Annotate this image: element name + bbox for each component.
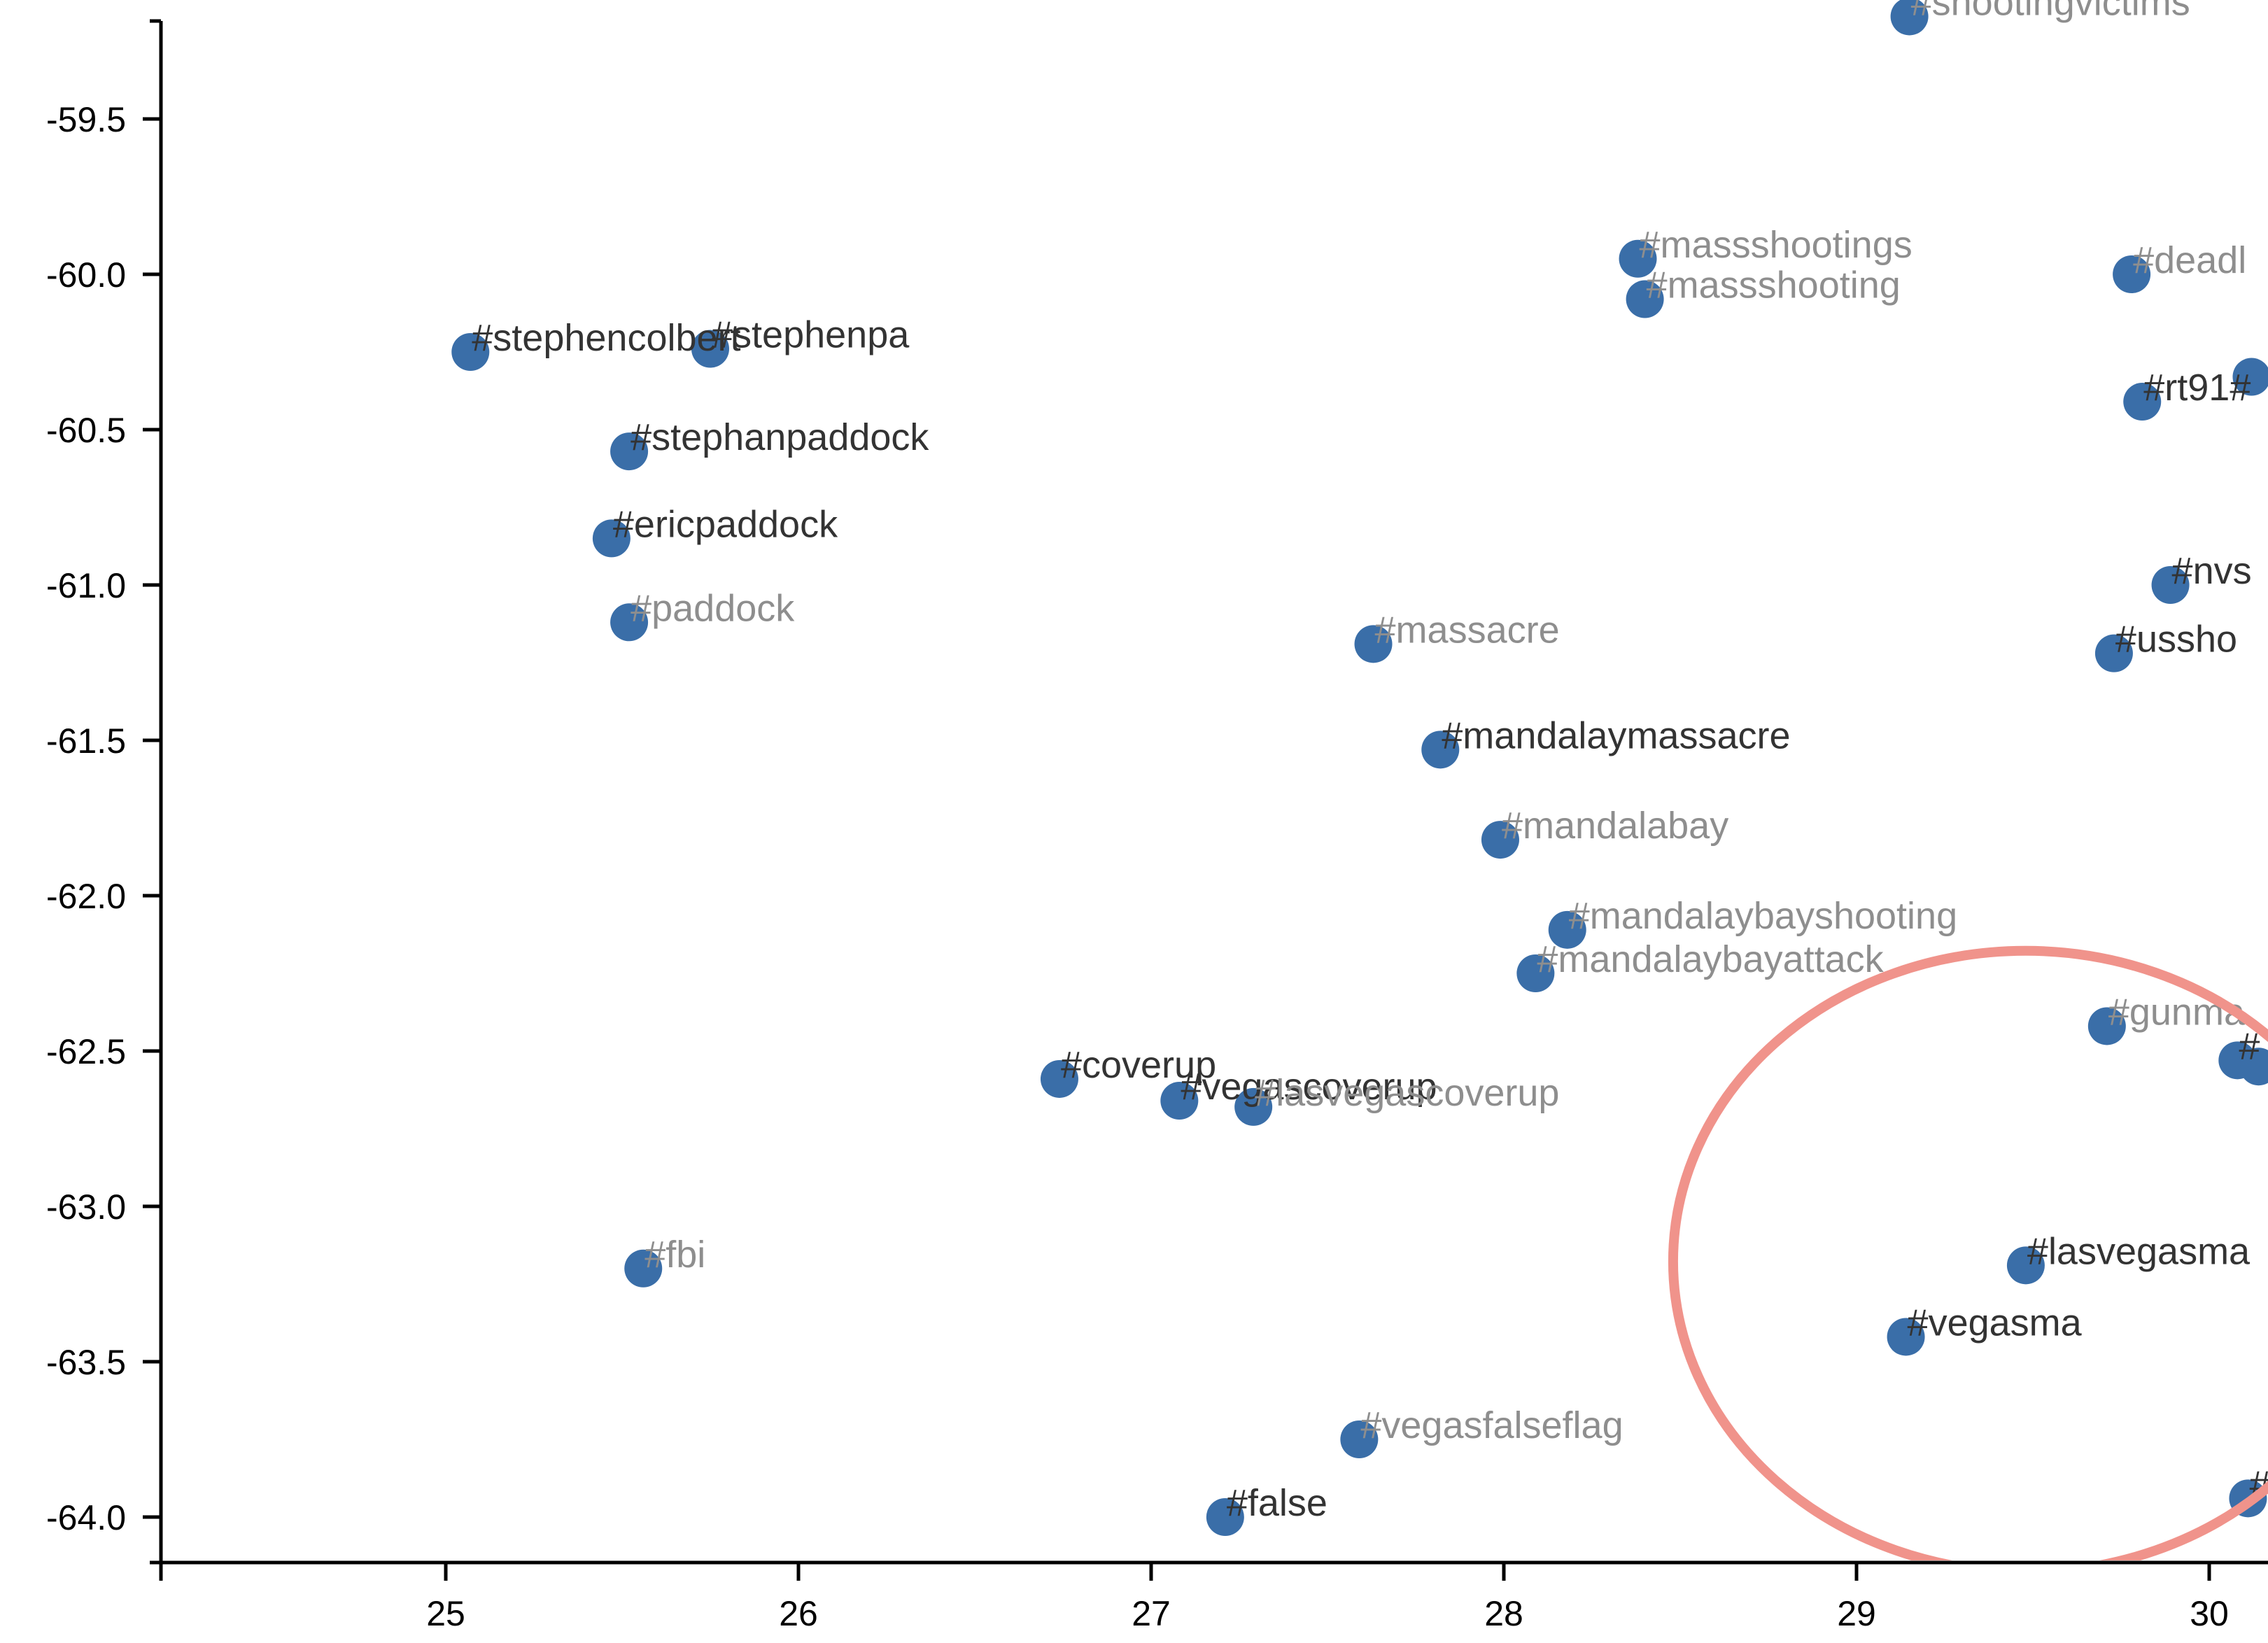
data-point[interactable]: [2087, 1007, 2126, 1045]
point-label: #paddock: [631, 587, 795, 629]
point-label: #deadl: [2133, 239, 2246, 281]
x-tick-label: 28: [1484, 1594, 1523, 1633]
point-label: #rt91#: [2143, 367, 2251, 409]
y-tick-label: -59.5: [46, 100, 126, 139]
y-tick-label: -63.5: [46, 1343, 126, 1382]
data-point[interactable]: [2094, 634, 2133, 672]
point-label: #mandalabay: [1502, 805, 1728, 847]
point-label: #vegasma: [1908, 1302, 2083, 1344]
data-point[interactable]: [1619, 239, 1657, 278]
point-label: #massacre: [1375, 609, 1560, 651]
point-label: #mandalaymassacre: [1442, 714, 1790, 756]
y-tick-label: -61.0: [46, 566, 126, 605]
axes: 25 26 27 28 29 30 -59.5 -60.0 -60.5 -61.0 -61.5 -62…: [46, 19, 2268, 1633]
data-point[interactable]: [691, 330, 729, 368]
data-point[interactable]: [1354, 625, 1393, 663]
x-tick-label: 25: [426, 1594, 465, 1633]
point-label: #mandalaybayattack: [1537, 938, 1884, 980]
y-tick-label: -60.5: [46, 411, 126, 450]
x-tick-label: 30: [2190, 1594, 2229, 1633]
point-label: #ussho: [2115, 619, 2237, 661]
data-point[interactable]: [2006, 1246, 2045, 1285]
point-label: #stephenpa: [712, 314, 910, 356]
point-label: #false: [1227, 1482, 1327, 1524]
data-point[interactable]: [1421, 731, 1460, 769]
data-point[interactable]: [1206, 1498, 1244, 1536]
point-label: #fbi: [645, 1234, 705, 1276]
point-label: #coverup: [1061, 1044, 1216, 1086]
point-label: #lasvegasma: [2027, 1230, 2251, 1272]
data-point[interactable]: [2113, 255, 2151, 293]
data-point[interactable]: [624, 1249, 663, 1288]
x-tick-label: 29: [1837, 1594, 1876, 1633]
data-point[interactable]: [592, 519, 631, 558]
y-tick-label: -62.0: [46, 877, 126, 916]
point-label: #ericpaddock: [613, 503, 838, 545]
data-point[interactable]: [2151, 566, 2190, 604]
data-point[interactable]: [1481, 821, 1519, 859]
y-tick-label: -62.5: [46, 1032, 126, 1071]
point-label: #stephanpaddock: [631, 416, 929, 458]
point-label: #stephencolbert: [472, 317, 740, 359]
data-point[interactable]: [1340, 1420, 1379, 1458]
data-point[interactable]: [1890, 0, 1929, 36]
data-point[interactable]: [2232, 358, 2268, 396]
data-point[interactable]: [451, 333, 490, 371]
data-point[interactable]: [610, 432, 649, 471]
point-label: #vegasfalseflag: [1360, 1404, 1623, 1446]
data-point[interactable]: [2123, 383, 2162, 421]
data-point[interactable]: [1160, 1082, 1199, 1120]
x-tick-label: 27: [1132, 1594, 1171, 1633]
y-tick-label: -63.0: [46, 1187, 126, 1227]
data-point[interactable]: [1040, 1059, 1078, 1098]
point-label: #gunma: [2108, 991, 2246, 1033]
plot-area: #shootingvictims #massshootings#massshoot…: [451, 0, 2268, 1560]
data-point[interactable]: [1626, 280, 1664, 318]
data-point[interactable]: [2239, 1048, 2268, 1086]
point-label: #mandalaybayshooting: [1569, 895, 1957, 937]
point-label: #massshootings: [1640, 224, 1913, 266]
highlight-ellipse: [1668, 945, 2268, 1560]
data-point[interactable]: [1548, 910, 1586, 949]
data-point[interactable]: [1234, 1087, 1273, 1126]
point-label: #shootingvictims: [1911, 0, 2190, 23]
point-label: #massshooting: [1647, 265, 1901, 306]
data-point[interactable]: [1516, 954, 1555, 992]
x-tick-label: 26: [779, 1594, 818, 1633]
point-label: #nvs: [2172, 550, 2252, 592]
data-point[interactable]: [610, 603, 649, 642]
y-tick-label: -61.5: [46, 721, 126, 761]
y-tick-label: -64.0: [46, 1498, 126, 1537]
data-point[interactable]: [1887, 1318, 1925, 1356]
y-tick-label: -60.0: [46, 255, 126, 295]
point-label: #vegascoverup: [1181, 1066, 1437, 1108]
point-label: #lasvegascoverup: [1255, 1072, 1559, 1114]
